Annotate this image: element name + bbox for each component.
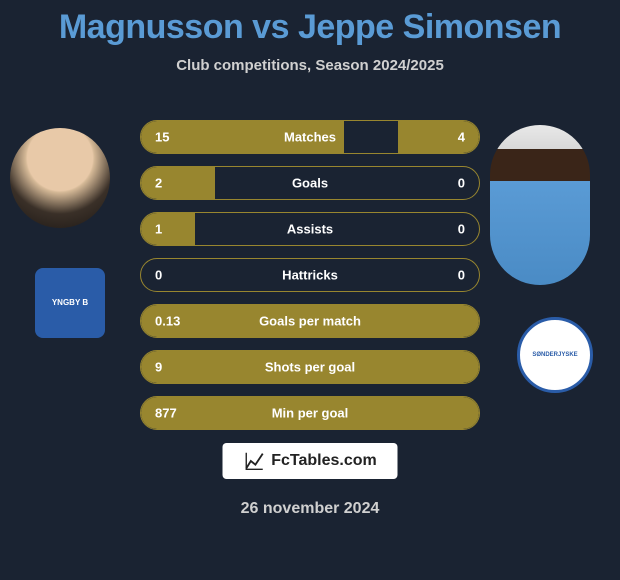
date-label: 26 november 2024	[241, 500, 380, 518]
stats-container: 15 4 Matches 2 0 Goals 1 0 Assists 0 0 Hattricks 0.1…	[140, 120, 480, 442]
stat-label: Shots per goal	[265, 360, 355, 375]
club-right-label: SØNDERJYSKE	[517, 317, 593, 393]
stat-row: 9 Shots per goal	[140, 350, 480, 384]
brand-logo: FcTables.com	[223, 443, 398, 479]
stat-value-left: 9	[155, 360, 162, 375]
stat-label: Goals	[292, 176, 328, 191]
stat-fill-left	[141, 213, 195, 245]
stat-value-right: 0	[458, 268, 465, 283]
stat-value-right: 4	[458, 130, 465, 145]
stat-row: 15 4 Matches	[140, 120, 480, 154]
subtitle: Club competitions, Season 2024/2025	[0, 57, 620, 74]
stat-label: Matches	[284, 130, 336, 145]
page-title: Magnusson vs Jeppe Simonsen	[0, 0, 620, 47]
stat-label: Goals per match	[259, 314, 361, 329]
player-left-avatar	[10, 128, 110, 228]
stat-value-left: 1	[155, 222, 162, 237]
stat-row: 1 0 Assists	[140, 212, 480, 246]
stat-row: 0 0 Hattricks	[140, 258, 480, 292]
stat-row: 2 0 Goals	[140, 166, 480, 200]
stat-value-left: 877	[155, 406, 177, 421]
stat-value-right: 0	[458, 176, 465, 191]
stat-value-right: 0	[458, 222, 465, 237]
club-left-label: YNGBY B	[35, 268, 105, 338]
stat-value-left: 0	[155, 268, 162, 283]
stat-row: 877 Min per goal	[140, 396, 480, 430]
stat-value-left: 2	[155, 176, 162, 191]
club-left-badge: YNGBY B	[25, 255, 115, 350]
stat-label: Hattricks	[282, 268, 338, 283]
stat-value-left: 0.13	[155, 314, 180, 329]
stat-fill-right	[398, 121, 479, 153]
stat-fill-left	[141, 167, 215, 199]
player-right-avatar	[490, 125, 590, 285]
stat-label: Min per goal	[272, 406, 349, 421]
stat-row: 0.13 Goals per match	[140, 304, 480, 338]
stat-label: Assists	[287, 222, 333, 237]
chart-icon	[243, 450, 265, 472]
club-right-badge: SØNDERJYSKE	[510, 310, 600, 400]
brand-text: FcTables.com	[271, 452, 377, 470]
stat-value-left: 15	[155, 130, 169, 145]
